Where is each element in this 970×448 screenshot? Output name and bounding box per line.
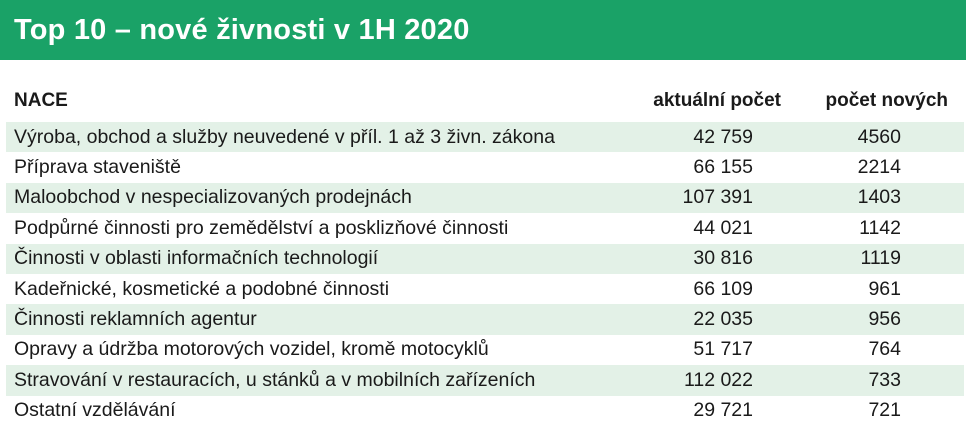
cell-nace: Stravování v restauracích, u stánků a v … (14, 368, 536, 391)
cell-current-count: 51 717 (693, 338, 753, 361)
table-row: Maloobchod v nespecializovaných prodejná… (6, 182, 964, 214)
cell-new-count: 1403 (857, 186, 901, 209)
table-row: Stravování v restauracích, u stánků a v … (6, 365, 964, 396)
cell-new-count: 4560 (857, 125, 901, 148)
table-row: Podpůrné činnosti pro zemědělství a posk… (6, 213, 964, 243)
cell-nace: Výroba, obchod a služby neuvedené v příl… (14, 125, 555, 148)
cell-nace: Opravy a údržba motorových vozidel, krom… (14, 338, 489, 361)
cell-current-count: 107 391 (682, 186, 754, 209)
column-header-current: aktuální počet (653, 90, 781, 111)
cell-current-count: 66 109 (693, 277, 753, 300)
cell-new-count: 764 (868, 338, 901, 361)
cell-new-count: 956 (868, 308, 901, 331)
cell-nace: Příprava staveniště (14, 156, 181, 179)
cell-new-count: 733 (868, 368, 901, 391)
cell-current-count: 66 155 (693, 156, 753, 179)
cell-current-count: 22 035 (693, 308, 753, 331)
column-header-new: počet nových (825, 90, 948, 111)
cell-nace: Činnosti v oblasti informačních technolo… (14, 247, 379, 270)
cell-new-count: 721 (868, 399, 901, 422)
cell-nace: Maloobchod v nespecializovaných prodejná… (14, 186, 412, 209)
table-header: NACE aktuální počet počet nových (6, 84, 964, 118)
table-row: Příprava staveniště 66 155 2214 (6, 152, 964, 182)
cell-current-count: 29 721 (693, 399, 753, 422)
cell-current-count: 30 816 (693, 247, 753, 270)
data-table: NACE aktuální počet počet nových Výroba,… (6, 84, 964, 426)
cell-current-count: 44 021 (693, 216, 753, 239)
cell-current-count: 42 759 (693, 125, 753, 148)
cell-nace: Činnosti reklamních agentur (14, 308, 257, 331)
table-row: Výroba, obchod a služby neuvedené v příl… (6, 122, 964, 153)
table-row: Činnosti reklamních agentur 22 035 956 (6, 304, 964, 335)
column-header-nace: NACE (14, 90, 68, 111)
table-row: Kadeřnické, kosmetické a podobné činnost… (6, 274, 964, 304)
cell-nace: Podpůrné činnosti pro zemědělství a posk… (14, 216, 509, 239)
table-row: Opravy a údržba motorových vozidel, krom… (6, 335, 964, 365)
table-row: Činnosti v oblasti informačních technolo… (6, 243, 964, 274)
table-row: Ostatní vzdělávání 29 721 721 (6, 396, 964, 426)
cell-new-count: 1142 (859, 216, 901, 239)
cell-new-count: 2214 (857, 156, 901, 179)
page-title: Top 10 – nové živnosti v 1H 2020 (14, 13, 470, 46)
cell-nace: Kadeřnické, kosmetické a podobné činnost… (14, 277, 390, 300)
cell-new-count: 961 (868, 277, 901, 300)
cell-current-count: 112 022 (683, 368, 753, 391)
title-bar: Top 10 – nové živnosti v 1H 2020 (0, 0, 966, 60)
cell-nace: Ostatní vzdělávání (14, 399, 176, 422)
table-body: Výroba, obchod a služby neuvedené v příl… (6, 122, 964, 426)
cell-new-count: 1119 (860, 247, 902, 270)
